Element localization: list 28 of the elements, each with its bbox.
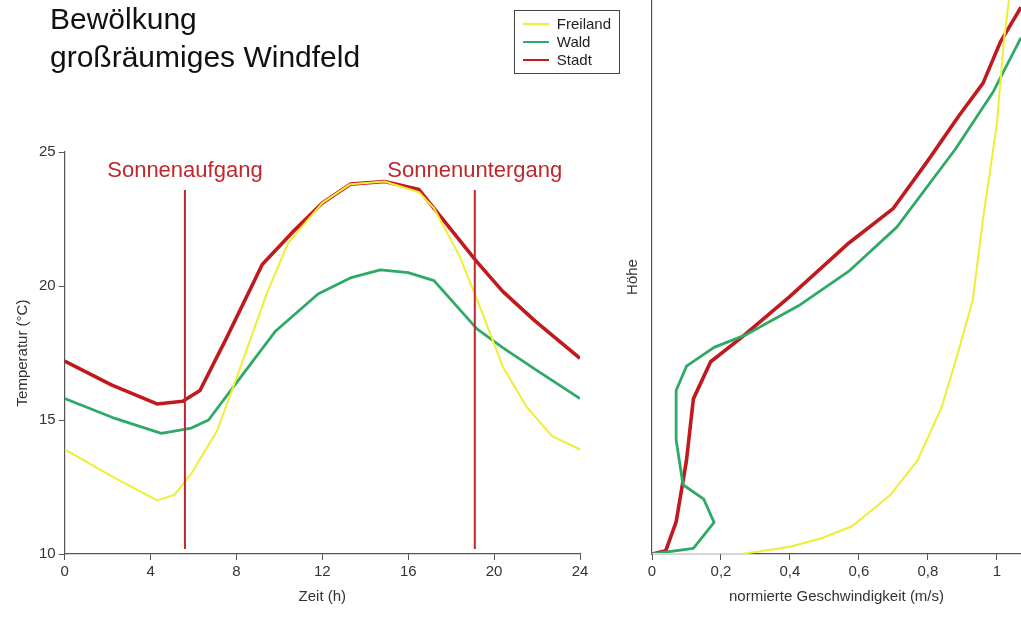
ref-line-label: Sonnenuntergang xyxy=(387,157,563,183)
x-axis-title: Zeit (h) xyxy=(298,587,347,605)
x-tick-label: 0 xyxy=(60,562,69,580)
x-tick-label: 1 xyxy=(992,562,1002,580)
x-tick-label: 0,2 xyxy=(710,562,732,580)
x-tick-label: 12 xyxy=(314,562,331,580)
x-tick-label: 0,8 xyxy=(917,562,939,580)
x-tick-label: 16 xyxy=(399,562,417,580)
x-tick-label: 0,6 xyxy=(848,562,870,580)
x-tick-label: 8 xyxy=(232,562,241,580)
x-axis-title: normierte Geschwindigkeit (m/s) xyxy=(728,587,945,605)
chart-subtitle: großräumiges Windfeld xyxy=(50,39,361,75)
y-axis-title: Höhe xyxy=(623,259,641,295)
y-axis-title: Temperatur (°C) xyxy=(13,299,31,407)
legend-label: Wald xyxy=(556,33,591,51)
x-tick-label: 0 xyxy=(647,562,657,580)
ref-line-label: Sonnenaufgang xyxy=(107,157,263,183)
x-tick-label: 24 xyxy=(571,562,589,580)
chart-title: Bewölkung xyxy=(50,1,198,37)
y-tick-label: 25 xyxy=(39,142,56,160)
x-tick-label: 4 xyxy=(146,562,155,580)
y-tick-label: 15 xyxy=(39,410,56,428)
y-tick-label: 20 xyxy=(39,276,56,294)
x-tick-label: 20 xyxy=(485,562,503,580)
y-tick-label: 10 xyxy=(39,544,56,562)
x-tick-label: 0,4 xyxy=(779,562,801,580)
legend-label: Stadt xyxy=(556,51,592,69)
legend-label: Freiland xyxy=(556,15,611,33)
